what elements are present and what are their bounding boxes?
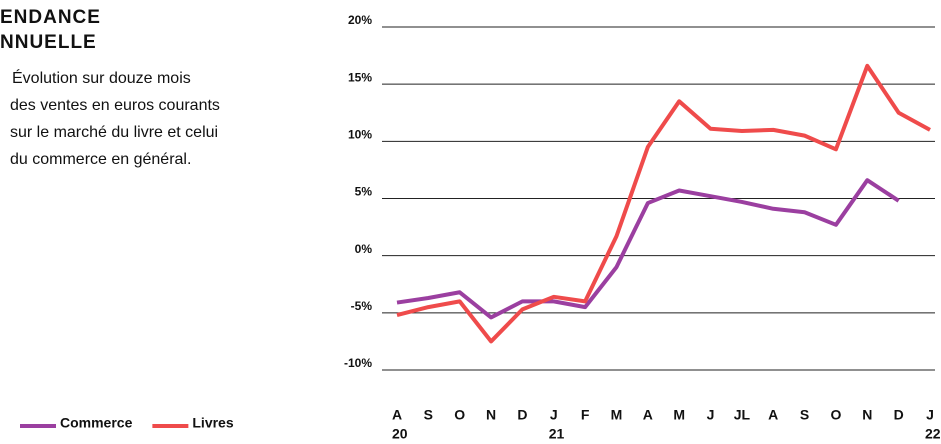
x-tick-label: J <box>550 407 558 423</box>
y-tick-label: 0% <box>355 242 373 256</box>
y-tick-label: -10% <box>344 356 372 370</box>
x-tick-label: A <box>768 407 778 423</box>
y-tick-label: 5% <box>355 185 373 199</box>
x-tick-label: S <box>424 407 433 423</box>
x-tick-label: M <box>673 407 685 423</box>
chart-subtitle: des ventes en euros courants <box>10 97 220 114</box>
y-tick-label: 10% <box>348 128 372 142</box>
x-tick-label: A <box>643 407 653 423</box>
x-tick-label: J <box>926 407 934 423</box>
x-tick-label: O <box>454 407 465 423</box>
x-tick-label: O <box>830 407 841 423</box>
legend-label: Livres <box>192 415 233 431</box>
x-tick-label: D <box>517 407 527 423</box>
x-tick-label: D <box>894 407 904 423</box>
x-tick-label: S <box>800 407 809 423</box>
x-tick-label: A <box>392 407 402 423</box>
series-line <box>396 63 931 344</box>
chart-title: ENDANCE <box>0 7 101 28</box>
x-tick-label: M <box>611 407 623 423</box>
x-tick-label: J <box>707 407 715 423</box>
series-line <box>396 178 900 320</box>
x-tick-label: F <box>581 407 590 423</box>
chart-subtitle: Évolution sur douze mois <box>12 68 191 87</box>
chart-subtitle: sur le marché du livre et celui <box>10 124 218 141</box>
x-tick-label: N <box>486 407 496 423</box>
x-year-label: 22 <box>925 426 941 442</box>
x-year-label: 20 <box>392 426 408 442</box>
x-year-label: 21 <box>549 426 565 442</box>
legend-label: Commerce <box>60 415 133 431</box>
x-tick-label: N <box>862 407 872 423</box>
x-tick-label: JL <box>734 407 751 423</box>
y-tick-label: -5% <box>351 299 373 313</box>
y-tick-label: 20% <box>348 13 372 27</box>
chart-subtitle: du commerce en général. <box>10 151 191 168</box>
chart-title: NNUELLE <box>0 32 97 53</box>
y-tick-label: 15% <box>348 70 372 84</box>
